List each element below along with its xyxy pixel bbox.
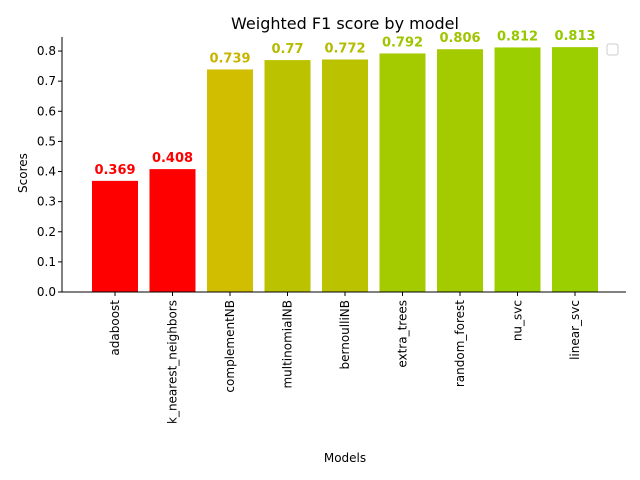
data-label: 0.812 bbox=[497, 29, 538, 44]
y-tick-label: 0.8 bbox=[37, 44, 56, 58]
data-label: 0.77 bbox=[271, 42, 303, 57]
y-tick-label: 0.5 bbox=[37, 134, 56, 148]
bar bbox=[437, 49, 483, 292]
data-label: 0.813 bbox=[554, 29, 595, 44]
bar bbox=[149, 169, 196, 292]
bar bbox=[92, 180, 138, 292]
y-tick-label: 0.0 bbox=[37, 285, 56, 299]
data-label: 0.806 bbox=[439, 31, 480, 46]
legend bbox=[606, 43, 619, 56]
bar bbox=[552, 47, 598, 292]
y-tick-label: 0.3 bbox=[37, 195, 56, 209]
x-tick-label: adaboost bbox=[108, 300, 122, 356]
y-tick-label: 0.7 bbox=[37, 74, 56, 88]
y-axis: 0.0 0.1 0.2 0.3 0.4 0.5 0.6 0.7 0.8 bbox=[37, 37, 63, 299]
x-tick-label: k_nearest_neighbors bbox=[166, 300, 180, 424]
bar bbox=[494, 47, 541, 292]
bar bbox=[379, 53, 426, 293]
x-axis-label: Models bbox=[324, 451, 366, 465]
y-tick-label: 0.1 bbox=[37, 255, 56, 269]
data-label: 0.792 bbox=[382, 35, 423, 50]
x-tick-label: linear_svc bbox=[568, 300, 582, 360]
bars-group: 0.369 0.408 0.739 0.77 0.772 0.792 0.806 0.812 0… bbox=[92, 29, 598, 293]
x-tick-label: complementNB bbox=[223, 300, 237, 393]
legend-box bbox=[606, 43, 619, 56]
y-tick-label: 0.6 bbox=[37, 104, 56, 118]
bar bbox=[264, 60, 311, 293]
y-tick-label: 0.2 bbox=[37, 225, 56, 239]
bar bbox=[207, 69, 253, 293]
x-tick-label: nu_svc bbox=[511, 300, 525, 341]
chart-title: Weighted F1 score by model bbox=[231, 14, 459, 33]
data-label: 0.408 bbox=[152, 151, 193, 166]
x-tick-label: random_forest bbox=[453, 300, 467, 387]
x-tick-label: multinomialNB bbox=[281, 300, 295, 389]
data-label: 0.739 bbox=[209, 51, 250, 66]
y-tick-label: 0.4 bbox=[37, 165, 56, 179]
data-label: 0.369 bbox=[94, 163, 135, 178]
x-tick-label: bernoulliNB bbox=[338, 300, 352, 370]
data-label: 0.772 bbox=[324, 41, 365, 56]
x-tick-label: extra_trees bbox=[396, 300, 410, 368]
x-axis: adaboost k_nearest_neighbors complementNB m… bbox=[62, 291, 626, 424]
y-axis-label: Scores bbox=[16, 153, 30, 193]
bar bbox=[322, 59, 368, 292]
